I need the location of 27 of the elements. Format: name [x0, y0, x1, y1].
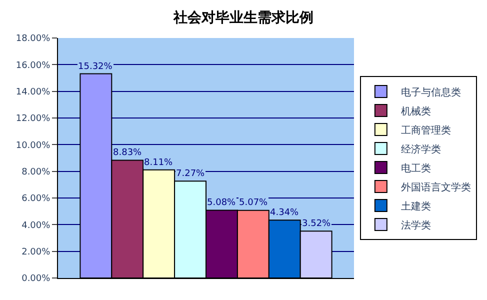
y-tick-label: 8.00% [22, 167, 51, 178]
legend-label: 外国语言文学类 [400, 181, 471, 194]
y-tick-label: 16.00% [16, 60, 51, 71]
y-tick-label: 10.00% [16, 140, 51, 151]
data-label: 5.08% [207, 198, 236, 208]
legend-label: 机械类 [400, 105, 431, 118]
data-label: 5.07% [239, 198, 268, 208]
data-label: 8.11% [144, 158, 174, 168]
legend-label: 电子与信息类 [400, 86, 461, 98]
legend-label: 法学类 [400, 219, 431, 232]
y-tick-label: 0.00% [22, 274, 51, 284]
legend-label: 工商管理类 [400, 124, 451, 136]
legend-label: 土建类 [400, 200, 431, 212]
data-label: 3.52% [302, 219, 332, 229]
data-label: 15.32% [78, 62, 113, 72]
y-tick-label: 12.00% [16, 114, 51, 124]
data-label: 4.34% [270, 208, 300, 218]
legend-label: 经济学类 [400, 143, 441, 156]
chart-title: 社会对毕业生需求比例 [172, 10, 314, 26]
data-label: 7.27% [176, 169, 206, 179]
y-tick-label: 18.00% [16, 34, 51, 44]
legend-label: 电工类 [400, 162, 431, 174]
y-tick-label: 2.00% [22, 247, 51, 258]
y-tick-label: 6.00% [22, 194, 51, 204]
y-tick-label: 4.00% [22, 220, 51, 231]
y-tick-label: 14.00% [16, 87, 51, 98]
data-label: 8.83% [113, 148, 142, 158]
